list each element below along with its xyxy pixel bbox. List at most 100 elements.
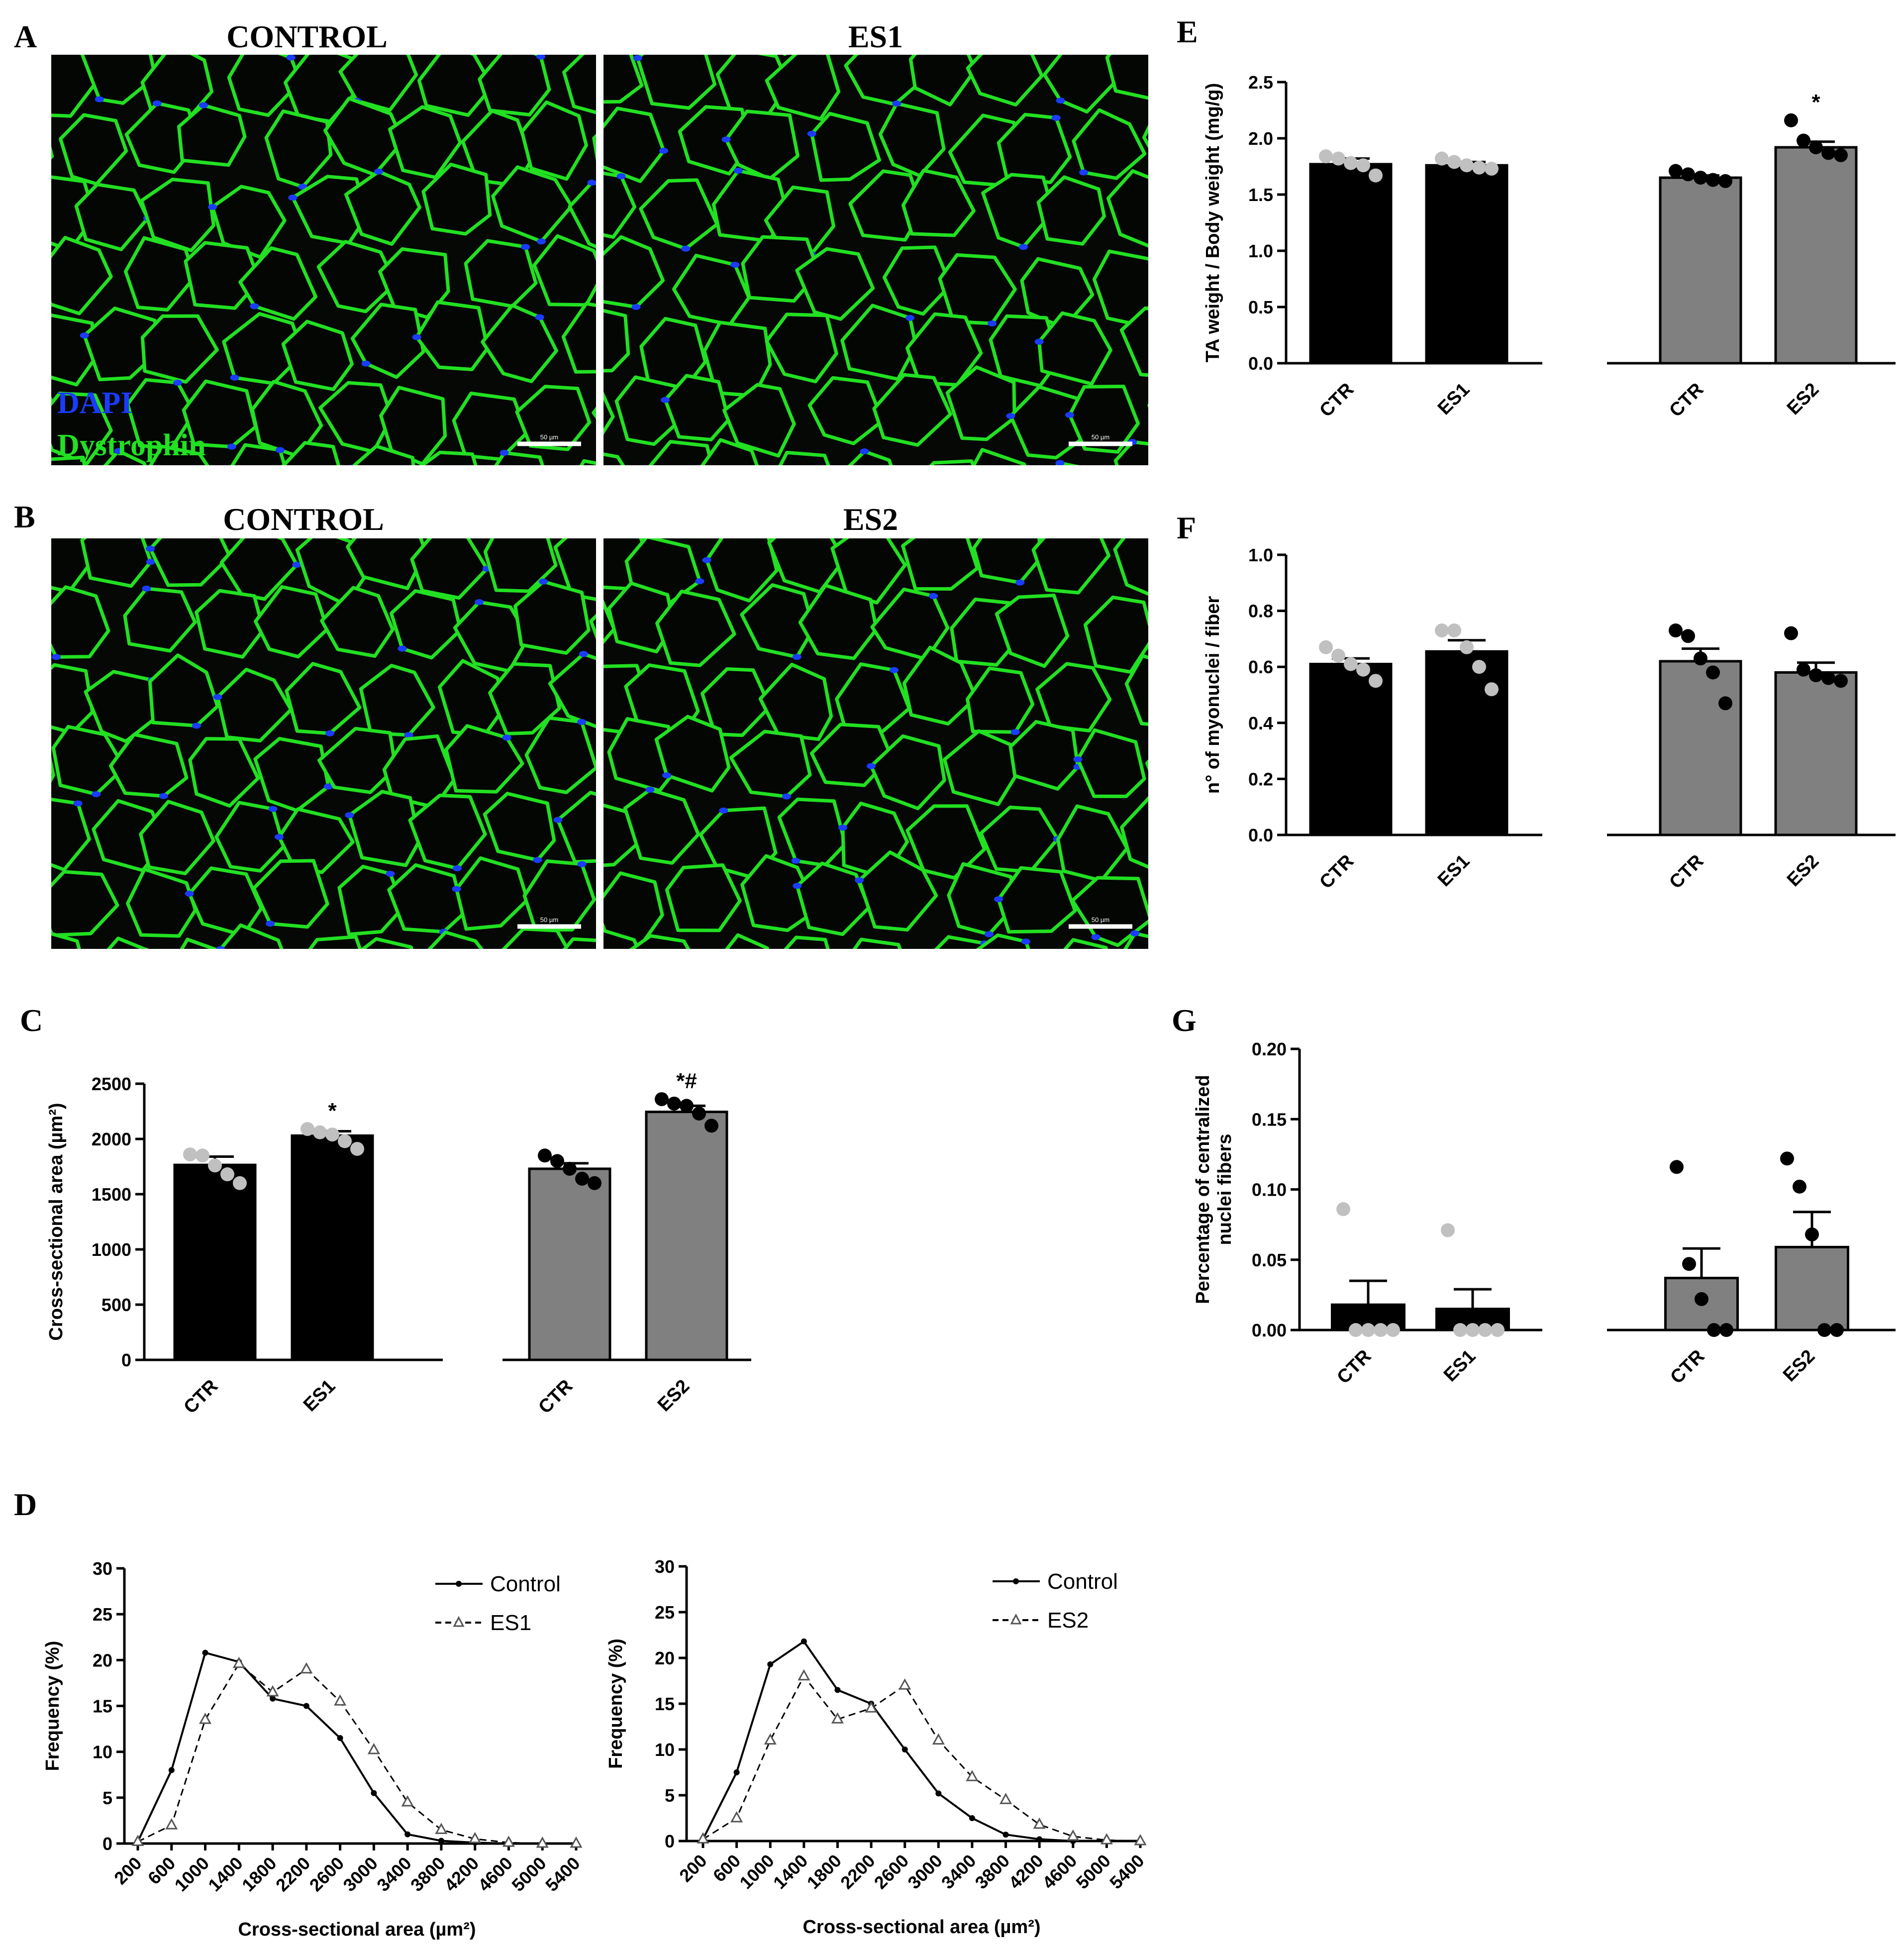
muscle-fiber [103,449,147,465]
data-point [1834,674,1848,688]
y-tick-label: 1.5 [1248,185,1273,205]
series-line-control [137,1651,576,1845]
bar [645,1111,728,1361]
muscle-fiber [607,581,676,654]
nucleus [905,314,914,321]
y-tick-label: 0 [665,1831,675,1851]
data-point [680,1099,694,1113]
y-tick-label: 0.05 [1252,1250,1287,1270]
series-point-es [536,1836,549,1848]
nucleus [80,332,89,339]
series-point-es [266,1685,279,1697]
muscle-fiber [1119,306,1148,377]
series-line-control [702,1640,1140,1842]
nucleus [1065,412,1074,418]
data-point [1331,151,1345,166]
nucleus [633,55,642,61]
data-point [1682,1257,1696,1271]
nucleus [361,360,371,367]
nucleus [994,896,1003,903]
muscle-fiber [741,235,820,303]
series-point-control [1036,1836,1043,1843]
stain-label-dapi: DAPI [57,386,133,420]
nucleus [1091,934,1101,940]
significance-marker: * [1811,90,1820,114]
muscle-fiber [390,589,462,660]
muscle-fiber [218,923,284,949]
muscle-fiber [74,183,150,251]
data-point [1834,148,1848,162]
nucleus [539,578,548,585]
x-axis-label: Cross-sectional area (µm²) [238,1919,476,1940]
chart-e-ta-weight: 0.0 0.5 1.0 1.5 2.0 2.5 TA weight / Body weigh… [1203,72,1896,421]
significance-marker: * [328,1099,337,1123]
tissue-cells [51,538,596,949]
muscle-fiber [795,247,875,321]
data-point [1669,623,1683,638]
muscle-fiber [798,583,879,660]
data-point [301,1122,314,1136]
y-tick-label: 0.5 [1248,297,1273,317]
nucleus [521,244,530,250]
series-point-es [165,1818,178,1830]
muscle-fiber [655,590,736,667]
bar [1425,164,1508,365]
y-axis-label: TA weight / Body weight (mg/g) [1203,83,1223,363]
muscle-fiber [1106,169,1148,248]
data-point [1694,171,1707,185]
muscle-fiber [352,444,415,465]
scale-bar-b-right-label: 50 µm [1092,916,1109,924]
nucleus [984,931,994,937]
series-point-es [1100,1833,1113,1845]
nucleus [1130,930,1140,936]
muscle-fiber [281,319,354,391]
y-tick-label: 20 [93,1650,112,1670]
muscle-fiber [421,163,492,236]
y-axis-label: nuclei fibers [1214,1134,1235,1245]
data-point [1706,665,1720,680]
muscle-fiber [678,105,752,176]
data-point [208,1158,222,1173]
series-point-es [232,1656,245,1668]
series-point-control [270,1695,276,1702]
bar [1309,663,1393,836]
nucleus [152,100,162,106]
data-point [1344,156,1358,170]
muscle-fiber [929,459,976,465]
nucleus [286,55,296,61]
panel-label-c: C [20,1003,43,1038]
nucleus [1034,338,1044,345]
muscle-fiber [139,800,215,876]
data-point [1706,173,1720,187]
nucleus [192,722,201,729]
y-tick-label: 0.6 [1248,657,1273,677]
data-point [1478,1323,1492,1337]
series-point-control [337,1735,343,1742]
series-point-es [367,1743,380,1754]
legend-label: ES1 [490,1611,531,1635]
data-point [1369,168,1383,183]
muscle-fiber [603,106,666,183]
muscle-fiber [629,934,691,949]
series-point-es [899,1678,911,1690]
data-point [1319,640,1333,654]
muscle-fiber [579,459,596,465]
muscle-fiber [1042,55,1123,114]
data-point [692,1106,706,1121]
bar [1425,650,1508,836]
nucleus [1079,169,1089,176]
tissue-cells [51,55,596,465]
micrograph-es2 [603,538,1148,949]
muscle-fiber [1036,175,1106,246]
y-tick-label: 0.10 [1252,1180,1287,1200]
data-point [338,1134,352,1148]
muscle-fiber [1031,538,1111,595]
series-point-es [1134,1834,1147,1846]
nucleus [1019,244,1028,250]
data-point [667,1096,681,1111]
nucleus [159,793,168,799]
y-tick-label: 25 [655,1602,675,1623]
nucleus [537,238,546,245]
data-point [1435,151,1449,166]
series-point-es [764,1733,777,1745]
